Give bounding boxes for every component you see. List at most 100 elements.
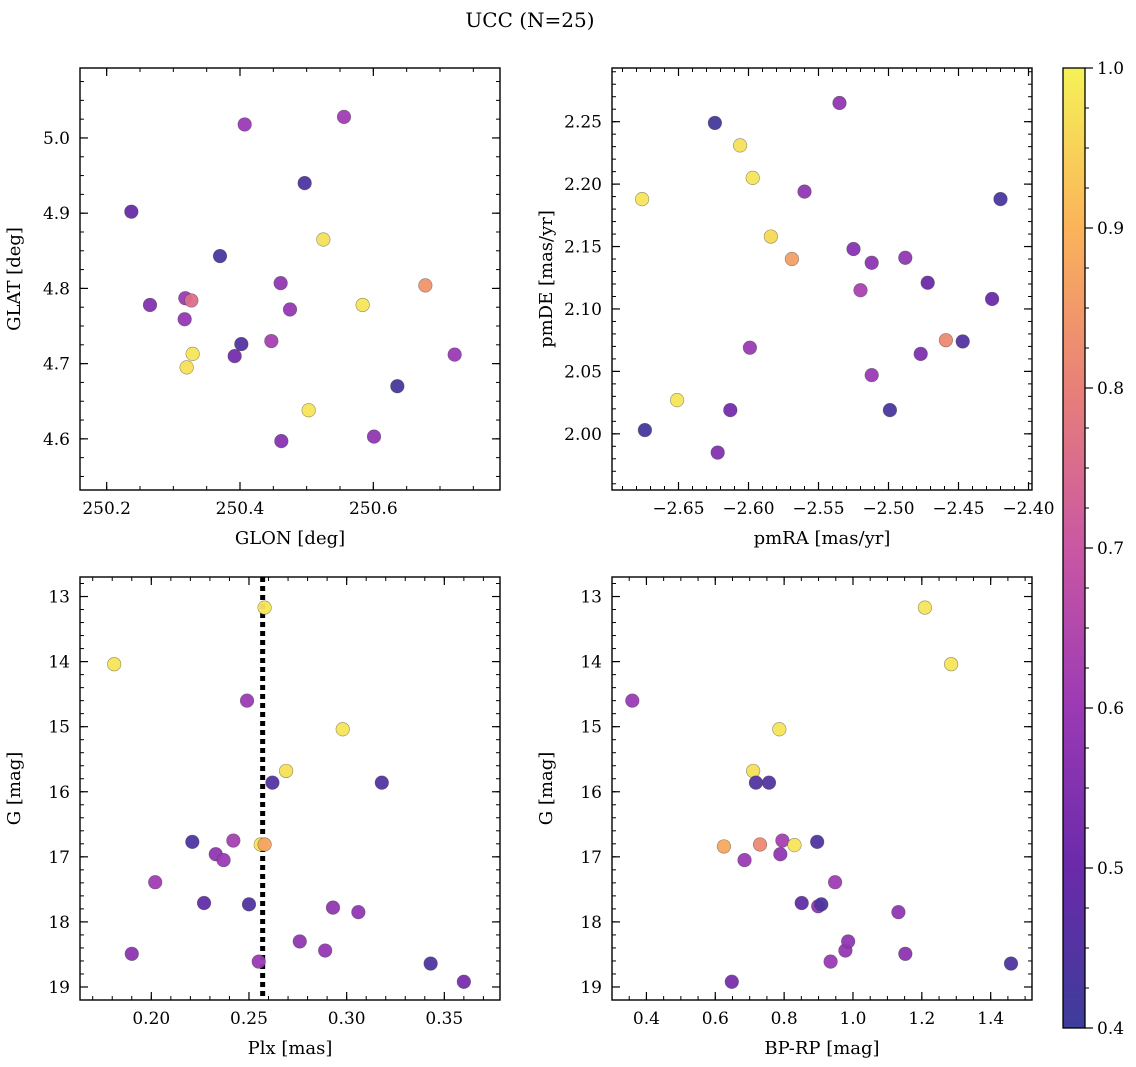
scatter-point xyxy=(797,184,812,199)
scatter-point xyxy=(984,291,1000,307)
scatter-point xyxy=(241,897,257,912)
scatter-point xyxy=(864,255,879,270)
scatter-point xyxy=(185,346,200,361)
scatter-points xyxy=(634,95,1008,460)
scatter-points xyxy=(124,109,462,449)
panel-plx-g: 0.20 0.25 0.30 0.35 13 14 15 16 17 18 19 Plx [mas] G… xyxy=(4,576,501,1059)
scatter-point xyxy=(456,974,471,989)
y-tick-label: 4.7 xyxy=(43,355,70,375)
scatter-point xyxy=(325,900,341,915)
colorbar-tick-label: 0.4 xyxy=(1097,1019,1124,1039)
colorbar-tick-label: 1.0 xyxy=(1097,59,1124,79)
x-tick-label: 0.35 xyxy=(425,1009,463,1029)
colorbar-tick-label: 0.7 xyxy=(1097,539,1124,559)
scatter-point xyxy=(841,934,856,949)
y-tick-label: 13 xyxy=(580,588,602,608)
axes-frame xyxy=(79,67,501,491)
y-tick-label: 4.8 xyxy=(43,279,70,299)
scatter-point xyxy=(746,763,761,779)
scatter-point xyxy=(239,693,255,708)
scatter-point xyxy=(227,349,242,364)
scatter-point xyxy=(898,250,913,265)
scatter-point xyxy=(390,379,405,394)
scatter-point xyxy=(898,946,913,961)
scatter-point xyxy=(716,839,731,854)
scatter-point xyxy=(742,340,758,355)
scatter-point xyxy=(124,204,139,219)
scatter-point xyxy=(810,834,825,849)
y-tick-label: 15 xyxy=(48,718,70,738)
scatter-point xyxy=(301,403,316,418)
scatter-point xyxy=(827,875,843,890)
x-tick-label: −2.50 xyxy=(862,499,914,519)
y-tick-label: 2.10 xyxy=(564,300,602,320)
scatter-point xyxy=(772,722,787,737)
x-tick-label: 250.4 xyxy=(216,499,265,519)
scatter-point xyxy=(938,333,954,348)
scatter-point xyxy=(917,600,933,615)
panel-bprp-g: 0.4 0.6 0.8 1.0 1.2 1.4 13 14 15 16 17 18 19 BP-RP [m… xyxy=(536,576,1033,1059)
scatter-point xyxy=(297,175,312,191)
scatter-point xyxy=(748,775,764,790)
scatter-point xyxy=(625,693,640,708)
y-tick-label: 2.15 xyxy=(564,238,602,258)
colorbar-tick-label: 0.5 xyxy=(1097,859,1124,879)
scatter-points xyxy=(625,600,1019,989)
scatter-point xyxy=(724,974,739,989)
panel-pmra-pmde: −2.65 −2.60 −2.55 −2.50 −2.45 −2.40 2.00 2.05 2.… xyxy=(536,67,1055,549)
figure-title: UCC (N=25) xyxy=(465,8,594,32)
x-tick-label: 0.25 xyxy=(230,1009,268,1029)
scatter-point xyxy=(853,283,868,298)
y-tick-label: 16 xyxy=(48,783,70,803)
scatter-point xyxy=(418,278,433,293)
scatter-point xyxy=(423,956,438,971)
scatter-point xyxy=(943,657,959,672)
scatter-point xyxy=(775,833,790,848)
scatter-point xyxy=(292,934,307,949)
scatter-point xyxy=(264,333,279,349)
x-tick-label: 0.30 xyxy=(328,1009,366,1029)
scatter-point xyxy=(763,229,779,244)
colorbar: 0.4 0.5 0.6 0.7 0.8 0.9 1.0 xyxy=(1062,59,1124,1039)
x-axis-label: Plx [mas] xyxy=(248,1038,333,1059)
scatter-point xyxy=(669,393,685,408)
scatter-point xyxy=(257,600,272,615)
scatter-point xyxy=(257,837,272,852)
scatter-point xyxy=(737,852,752,868)
x-tick-label: 0.4 xyxy=(633,1009,660,1029)
x-tick-label: 250.6 xyxy=(349,499,398,519)
axes-frame xyxy=(611,576,1033,1001)
scatter-point xyxy=(752,837,768,852)
y-tick-label: 5.0 xyxy=(43,129,70,149)
scatter-point xyxy=(226,833,241,848)
scatter-point xyxy=(265,775,280,790)
scatter-point xyxy=(745,170,760,185)
y-tick-label: 14 xyxy=(48,653,70,673)
y-tick-label: 19 xyxy=(580,978,602,998)
x-tick-label: 250.2 xyxy=(82,499,131,519)
y-tick-label: 18 xyxy=(48,913,70,933)
scatter-point xyxy=(761,775,777,790)
scatter-point xyxy=(913,346,928,362)
y-tick-label: 2.00 xyxy=(564,425,602,445)
y-axis-label: GLAT [deg] xyxy=(4,227,25,331)
scatter-point xyxy=(1003,956,1019,971)
y-tick-label: 4.6 xyxy=(43,430,70,450)
scatter-point xyxy=(955,334,970,349)
scatter-point xyxy=(196,895,212,911)
axes-frame xyxy=(79,576,501,1001)
y-tick-label: 2.05 xyxy=(564,362,602,382)
scatter-point xyxy=(723,402,738,418)
scatter-point xyxy=(710,445,725,460)
scatter-point xyxy=(882,402,898,418)
scatter-point xyxy=(212,248,228,264)
scatter-point xyxy=(794,895,809,911)
scatter-point xyxy=(177,312,192,327)
scatter-point xyxy=(185,834,200,849)
y-tick-label: 16 xyxy=(580,783,602,803)
x-axis-label: BP-RP [mag] xyxy=(764,1038,879,1059)
scatter-point xyxy=(184,293,199,308)
x-tick-label: −2.65 xyxy=(652,499,704,519)
x-tick-label: −2.55 xyxy=(792,499,844,519)
